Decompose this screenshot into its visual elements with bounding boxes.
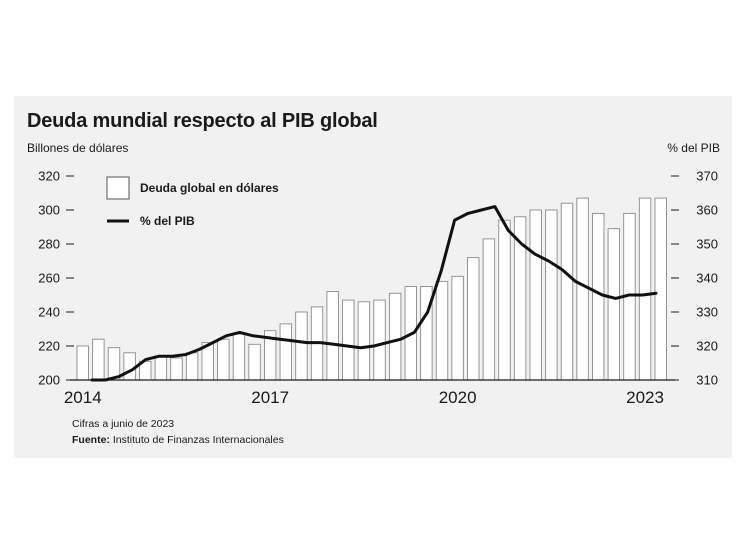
right-tick-label: 350 <box>696 237 718 252</box>
debt-bar <box>388 292 402 381</box>
debt-bar <box>373 299 386 381</box>
source-line: Fuente: Instituto de Finanzas Internacio… <box>72 434 284 446</box>
x-tick-label: 2014 <box>64 388 102 407</box>
bar-series <box>76 197 667 381</box>
right-tick-label: 360 <box>696 203 718 218</box>
right-tick-label: 370 <box>696 169 718 184</box>
debt-bar <box>482 238 496 381</box>
pib-line <box>90 205 658 382</box>
debt-bar <box>107 347 121 381</box>
debt-bar <box>217 338 230 381</box>
source-text: Instituto de Finanzas Internacionales <box>109 434 284 446</box>
debt-bar <box>545 209 558 381</box>
footnote: Cifras a junio de 2023 <box>72 418 175 430</box>
right-axis-label: % del PIB <box>667 141 720 155</box>
debt-bar <box>592 212 605 381</box>
debt-bar <box>342 299 355 381</box>
left-tick-label: 240 <box>38 305 60 320</box>
debt-bar <box>295 311 308 381</box>
debt-bar <box>654 197 667 381</box>
debt-bar <box>154 355 168 381</box>
left-axis-ticks: 200 220 240 260 280 300 320 <box>38 169 74 388</box>
x-tick-label: 2020 <box>439 388 477 407</box>
x-axis-ticks: 2014 2017 2020 2023 <box>64 388 664 407</box>
debt-bar <box>529 209 542 381</box>
debt-bar <box>185 352 199 381</box>
legend-bar-swatch <box>106 176 130 200</box>
debt-bar <box>560 202 574 381</box>
debt-bar <box>467 257 480 381</box>
legend-label-pib: % del PIB <box>140 214 195 228</box>
left-tick-label: 300 <box>38 203 60 218</box>
left-tick-label: 280 <box>38 237 60 252</box>
debt-bar <box>498 219 511 381</box>
right-tick-label: 340 <box>696 271 718 286</box>
left-tick-label: 220 <box>38 339 60 354</box>
debt-bar <box>435 280 449 381</box>
legend-label-debt: Deuda global en dólares <box>140 181 279 195</box>
debt-bar <box>451 275 464 381</box>
left-tick-label: 200 <box>38 373 60 388</box>
debt-bar <box>607 228 621 381</box>
debt-bar <box>279 323 293 381</box>
debt-bar <box>248 343 261 381</box>
debt-bar <box>638 197 652 381</box>
right-tick-label: 330 <box>696 305 718 320</box>
source-label: Fuente: <box>72 434 110 446</box>
legend: Deuda global en dólares % del PIB <box>106 176 279 228</box>
right-tick-label: 320 <box>696 339 718 354</box>
debt-bar <box>326 291 339 381</box>
left-tick-label: 260 <box>38 271 60 286</box>
right-axis-ticks: 310 320 330 340 350 360 370 <box>671 169 718 388</box>
debt-bar <box>76 345 89 381</box>
debt-bar <box>232 333 246 381</box>
x-tick-label: 2017 <box>251 388 289 407</box>
left-tick-label: 320 <box>38 169 60 184</box>
debt-bar <box>92 338 105 381</box>
left-axis-label: Billones de dólares <box>27 141 129 155</box>
chart-title: Deuda mundial respecto al PIB global <box>27 110 378 132</box>
debt-bar <box>123 352 136 381</box>
debt-bar <box>170 357 183 381</box>
debt-bar <box>357 301 371 381</box>
right-tick-label: 310 <box>696 373 718 388</box>
debt-bar <box>576 197 589 381</box>
x-tick-label: 2023 <box>626 388 664 407</box>
